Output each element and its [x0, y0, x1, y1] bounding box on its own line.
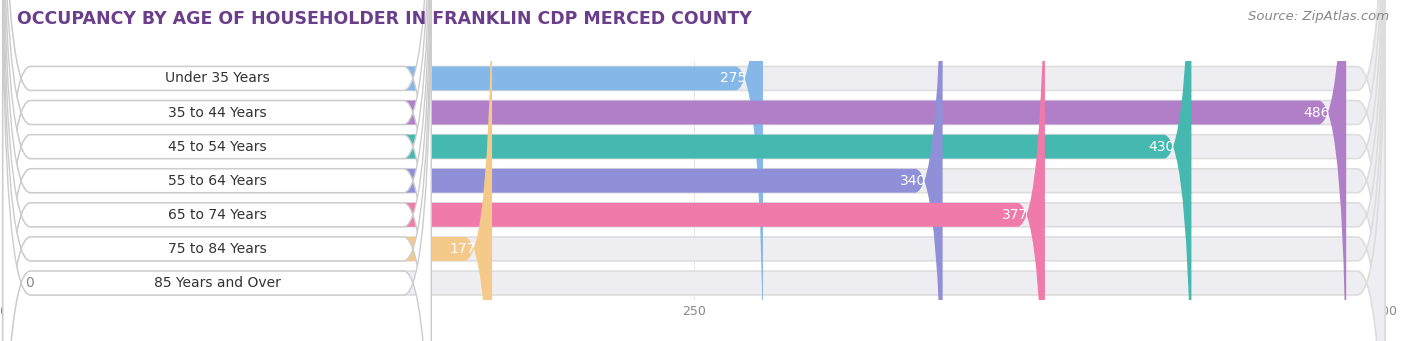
- FancyBboxPatch shape: [3, 0, 1045, 341]
- FancyBboxPatch shape: [3, 0, 1385, 341]
- Text: 340: 340: [900, 174, 927, 188]
- FancyBboxPatch shape: [3, 0, 432, 341]
- FancyBboxPatch shape: [3, 0, 1385, 341]
- Text: 0: 0: [25, 276, 34, 290]
- FancyBboxPatch shape: [3, 0, 432, 341]
- FancyBboxPatch shape: [3, 0, 1385, 341]
- Text: 75 to 84 Years: 75 to 84 Years: [167, 242, 266, 256]
- Text: 85 Years and Over: 85 Years and Over: [153, 276, 280, 290]
- FancyBboxPatch shape: [3, 0, 942, 341]
- FancyBboxPatch shape: [3, 0, 432, 341]
- Text: Source: ZipAtlas.com: Source: ZipAtlas.com: [1249, 10, 1389, 23]
- Text: 55 to 64 Years: 55 to 64 Years: [167, 174, 266, 188]
- Text: Under 35 Years: Under 35 Years: [165, 71, 270, 86]
- Text: 486: 486: [1303, 105, 1330, 120]
- FancyBboxPatch shape: [3, 0, 1385, 341]
- FancyBboxPatch shape: [3, 0, 432, 341]
- Text: 45 to 54 Years: 45 to 54 Years: [167, 139, 266, 154]
- Text: OCCUPANCY BY AGE OF HOUSEHOLDER IN FRANKLIN CDP MERCED COUNTY: OCCUPANCY BY AGE OF HOUSEHOLDER IN FRANK…: [17, 10, 752, 28]
- FancyBboxPatch shape: [3, 0, 1385, 341]
- Text: 430: 430: [1149, 139, 1175, 154]
- FancyBboxPatch shape: [3, 0, 492, 341]
- Text: 377: 377: [1002, 208, 1028, 222]
- FancyBboxPatch shape: [3, 0, 1385, 341]
- FancyBboxPatch shape: [3, 0, 1385, 341]
- FancyBboxPatch shape: [3, 0, 432, 341]
- FancyBboxPatch shape: [3, 0, 1191, 341]
- FancyBboxPatch shape: [3, 0, 432, 341]
- Text: 177: 177: [449, 242, 475, 256]
- FancyBboxPatch shape: [3, 0, 1346, 341]
- Text: 65 to 74 Years: 65 to 74 Years: [167, 208, 266, 222]
- Text: 275: 275: [720, 71, 747, 86]
- Text: 35 to 44 Years: 35 to 44 Years: [167, 105, 266, 120]
- FancyBboxPatch shape: [3, 0, 763, 341]
- FancyBboxPatch shape: [3, 0, 432, 341]
